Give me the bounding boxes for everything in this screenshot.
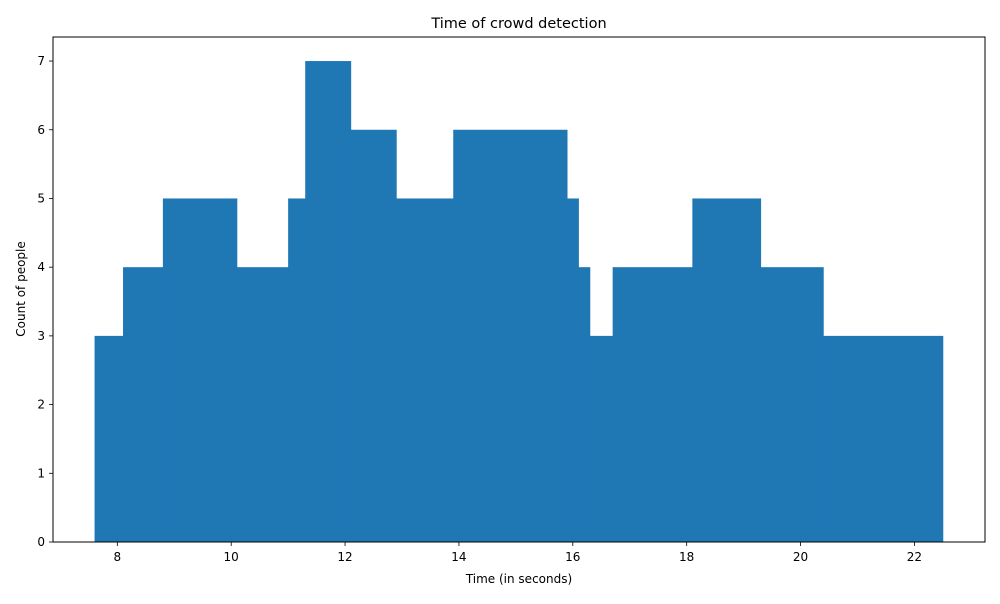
x-tick-label-5: 18 bbox=[679, 550, 694, 564]
bar-8 bbox=[453, 129, 568, 542]
bar-11 bbox=[589, 335, 614, 542]
bar-1 bbox=[123, 267, 164, 542]
x-tick-label-2: 12 bbox=[337, 550, 352, 564]
x-tick-label-0: 8 bbox=[114, 550, 122, 564]
bar-3 bbox=[236, 267, 289, 542]
bar-6 bbox=[350, 129, 397, 542]
plot-frame bbox=[52, 36, 986, 543]
x-axis-ticks: 8 10 12 14 16 18 20 22 bbox=[114, 542, 922, 564]
y-tick-label-0: 0 bbox=[37, 535, 45, 549]
bar-7 bbox=[396, 198, 454, 542]
y-axis-ticks: 0 1 2 3 4 5 6 7 bbox=[37, 54, 53, 549]
bar-13 bbox=[692, 198, 762, 542]
bar-14 bbox=[760, 267, 824, 542]
y-tick-label-6: 6 bbox=[37, 123, 45, 137]
bar-4 bbox=[288, 198, 306, 542]
bar-10 bbox=[578, 267, 591, 542]
y-tick-label-3: 3 bbox=[37, 329, 45, 343]
y-tick-label-1: 1 bbox=[37, 466, 45, 480]
bar-5 bbox=[305, 61, 352, 543]
chart-title: Time of crowd detection bbox=[430, 16, 606, 32]
x-axis-label: Time (in seconds) bbox=[465, 572, 572, 586]
y-tick-label-2: 2 bbox=[37, 398, 45, 412]
y-tick-label-4: 4 bbox=[37, 260, 45, 274]
bar-0 bbox=[94, 335, 124, 542]
bar-15 bbox=[823, 335, 944, 542]
x-tick-label-6: 20 bbox=[793, 550, 808, 564]
x-tick-label-7: 22 bbox=[907, 550, 922, 564]
x-tick-label-3: 14 bbox=[451, 550, 466, 564]
y-axis-label: Count of people bbox=[14, 241, 28, 337]
bar-9 bbox=[567, 198, 579, 542]
y-tick-label-7: 7 bbox=[37, 54, 45, 68]
bars-layer bbox=[94, 61, 944, 543]
x-tick-label-1: 10 bbox=[224, 550, 239, 564]
x-tick-label-4: 16 bbox=[565, 550, 580, 564]
bar-2 bbox=[162, 198, 238, 542]
y-tick-label-5: 5 bbox=[37, 191, 45, 205]
bar-12 bbox=[612, 267, 693, 542]
